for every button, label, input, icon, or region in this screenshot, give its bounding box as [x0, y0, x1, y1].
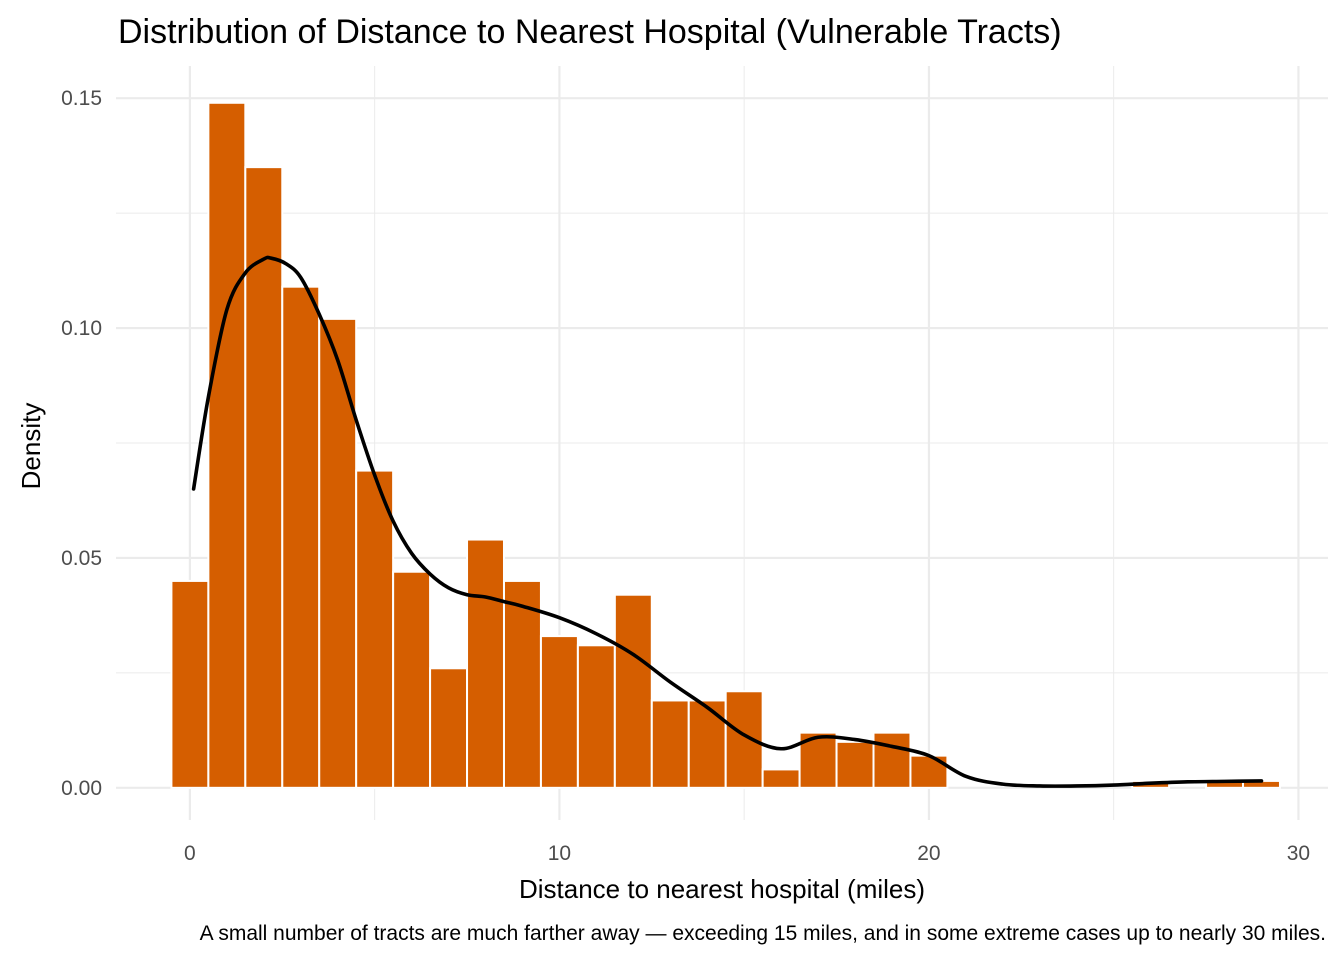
histogram-bar: [650, 699, 690, 789]
x-axis-title: Distance to nearest hospital (miles): [519, 874, 925, 904]
histogram-bar: [281, 285, 321, 789]
histogram-bars: [170, 101, 1281, 789]
histogram-bar: [687, 699, 727, 789]
histogram-bar: [318, 317, 358, 789]
chart-caption: A small number of tracts are much farthe…: [200, 922, 1326, 945]
y-axis-title: Density: [16, 403, 46, 490]
histogram-bar: [355, 469, 395, 789]
histogram-bar: [539, 635, 579, 789]
y-tick-label: 0.05: [61, 547, 102, 570]
y-tick-label: 0.10: [61, 317, 102, 340]
x-axis-ticks: 0 10 20 30: [184, 842, 1310, 865]
y-tick-label: 0.00: [61, 777, 102, 800]
histogram-bar: [170, 579, 210, 789]
x-tick-label: 10: [548, 842, 571, 865]
histogram-bar: [392, 570, 432, 789]
x-tick-label: 30: [1287, 842, 1310, 865]
histogram-bar: [207, 101, 247, 789]
x-tick-label: 0: [184, 842, 196, 865]
y-tick-label: 0.15: [61, 87, 102, 110]
density-curve: [191, 255, 1264, 788]
histogram-bar: [576, 644, 616, 789]
histogram-bar: [909, 754, 949, 789]
x-tick-label: 20: [917, 842, 940, 865]
histogram-bar: [613, 593, 653, 789]
histogram-bar: [429, 667, 469, 789]
histogram-bar: [872, 731, 912, 789]
histogram-bar: [466, 538, 505, 789]
histogram-bar: [761, 768, 801, 789]
histogram-bar: [724, 690, 764, 789]
chart-title: Distribution of Distance to Nearest Hosp…: [118, 13, 1062, 51]
histogram-bar: [502, 579, 542, 789]
histogram-bar: [835, 740, 875, 789]
y-axis-ticks: 0.00 0.05 0.10 0.15: [61, 87, 102, 800]
